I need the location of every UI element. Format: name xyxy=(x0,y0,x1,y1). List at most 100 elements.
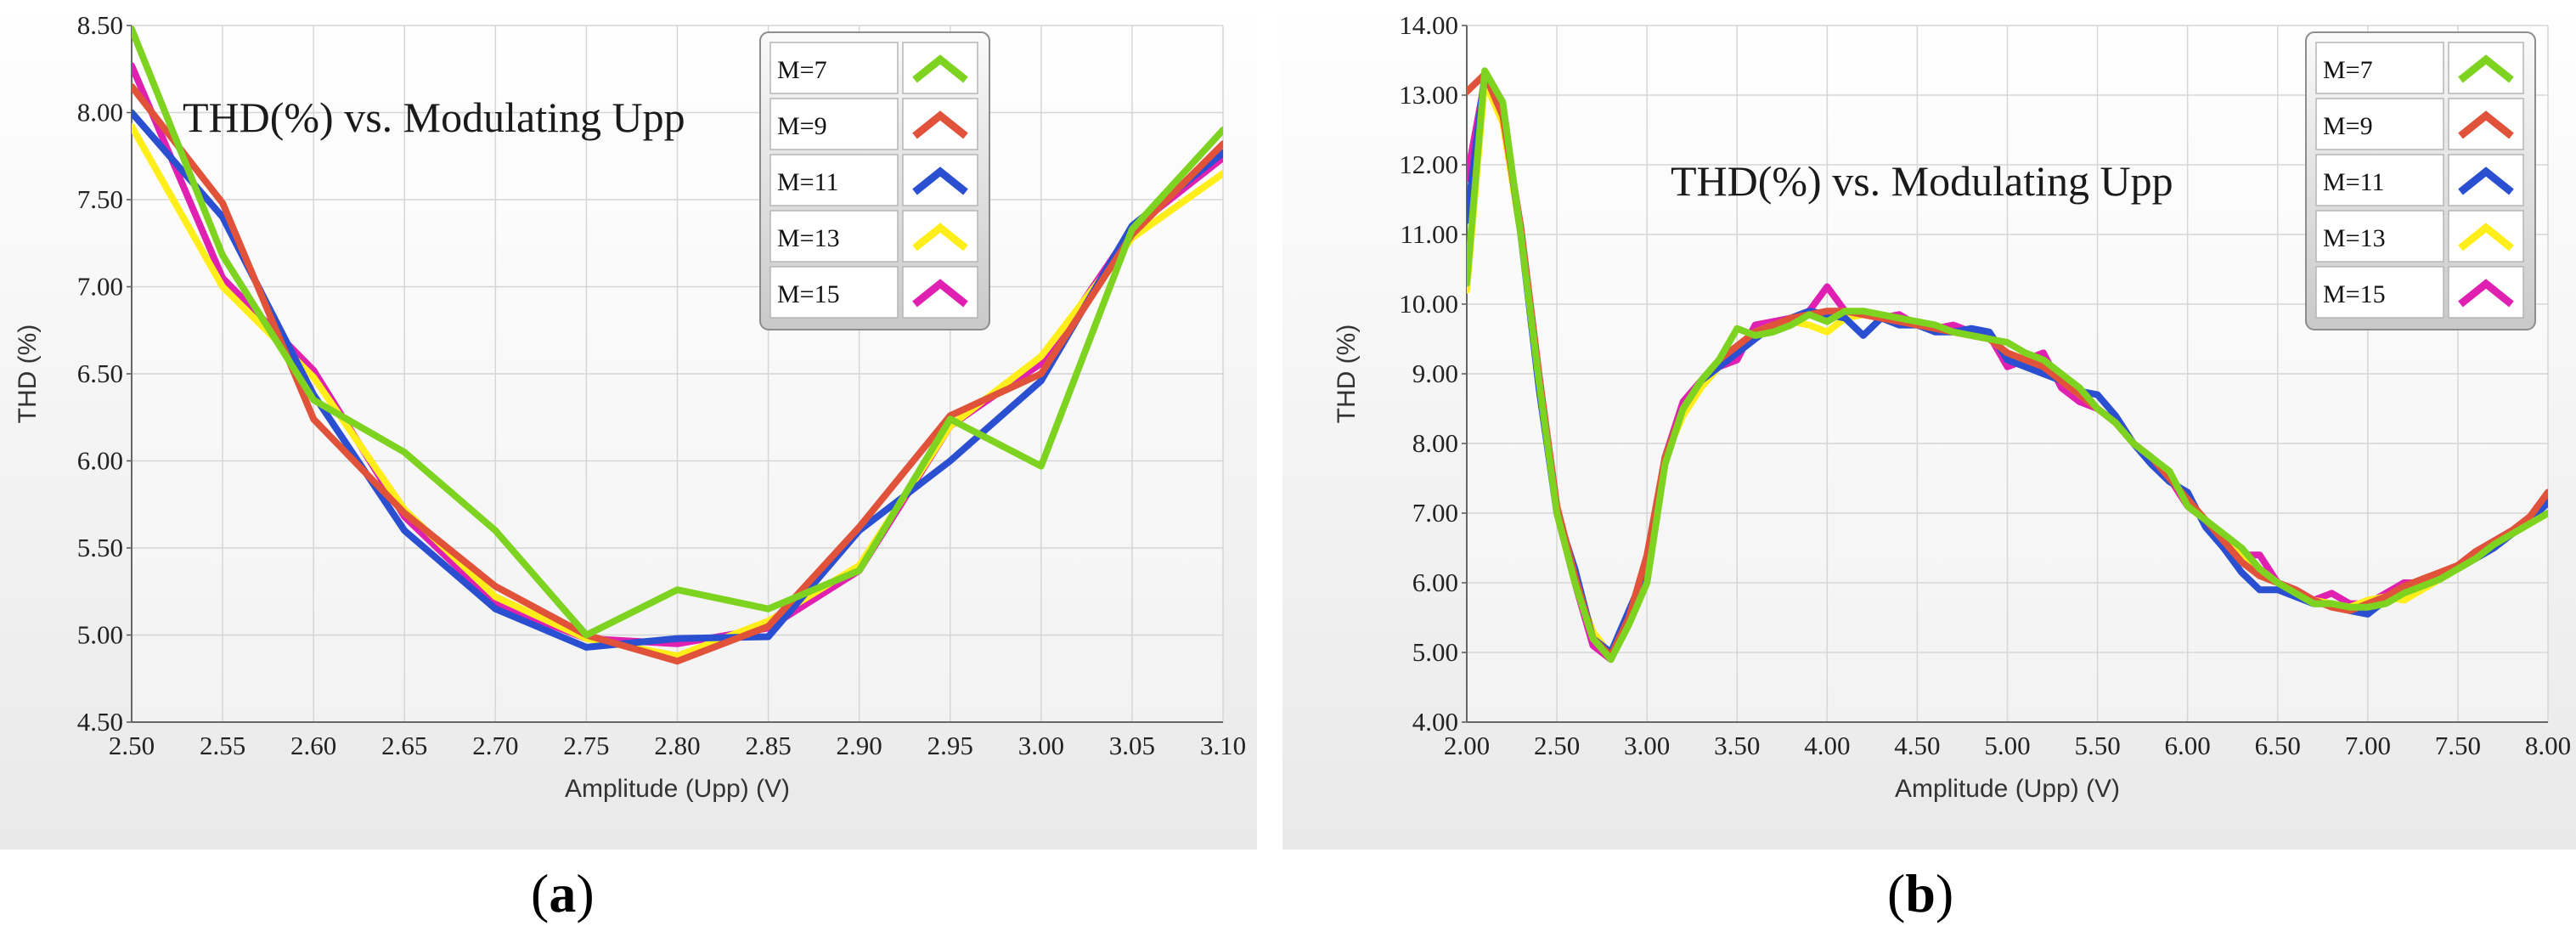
x-tick-label: 2.50 xyxy=(109,731,155,760)
chart-a: 2.50 2.55 2.60 2.65 2.70 2.75 2.80 2.85 2.90 2.95… xyxy=(0,0,1257,850)
legend-label-cell xyxy=(2315,154,2444,206)
legend-swatch xyxy=(2458,167,2514,195)
x-tick-label: 2.95 xyxy=(927,731,973,760)
legend-swatch-cell xyxy=(902,42,978,94)
legend-label: M=7 xyxy=(777,56,827,84)
legend-swatch xyxy=(2458,110,2514,139)
chart-title: THD(%) vs. Modulating Upp xyxy=(183,93,685,141)
x-tick-label: 3.05 xyxy=(1109,731,1155,760)
x-tick-label: 2.70 xyxy=(472,731,518,760)
x-axis-title: Amplitude (Upp) (V) xyxy=(1895,775,2120,803)
y-tick-label: 7.50 xyxy=(77,184,123,214)
y-tick-label: 4.50 xyxy=(77,707,123,737)
legend-swatch-cell xyxy=(902,210,978,263)
series-line-m-7 xyxy=(1467,67,2548,663)
y-tick-label: 6.00 xyxy=(77,446,123,476)
legend-swatch-cell xyxy=(2448,154,2524,206)
y-tick-label: 8.50 xyxy=(77,10,123,40)
series-line-m-7 xyxy=(132,25,1223,639)
legend-swatch xyxy=(912,110,968,139)
x-axis-title: Amplitude (Upp) (V) xyxy=(565,775,790,803)
legend-swatch-cell xyxy=(2448,42,2524,94)
y-tick-label: 5.00 xyxy=(77,620,123,650)
x-tick-label: 2.55 xyxy=(200,731,245,760)
y-tick-label: 8.00 xyxy=(77,98,123,127)
caption-b-letter: b xyxy=(1905,863,1936,923)
legend-label-cell xyxy=(769,42,899,94)
legend-swatch xyxy=(912,167,968,195)
x-tick-label: 8.00 xyxy=(2525,731,2571,760)
legend-swatch xyxy=(2458,279,2514,308)
y-tick-label: 5.00 xyxy=(1412,637,1458,667)
legend-label: M=15 xyxy=(2323,280,2386,308)
legend-label-cell xyxy=(2315,42,2444,94)
chart-panel-b: 2.00 2.50 3.00 3.50 4.00 4.50 5.00 5.50 6.00 6.50… xyxy=(1282,0,2576,850)
series-line-m-9 xyxy=(132,82,1223,665)
y-tick-label: 11.00 xyxy=(1400,219,1458,249)
x-tick-label: 4.00 xyxy=(1804,731,1850,760)
x-tick-label: 6.00 xyxy=(2165,731,2211,760)
legend-swatch-cell xyxy=(902,154,978,206)
chart-panel-a: 2.50 2.55 2.60 2.65 2.70 2.75 2.80 2.85 2.90 2.95… xyxy=(0,0,1257,850)
y-tick-label: 7.00 xyxy=(1412,498,1458,528)
legend-label: M=7 xyxy=(2323,56,2373,84)
legend-label: M=11 xyxy=(2323,168,2384,196)
x-tick-label: 2.75 xyxy=(563,731,609,760)
x-tick-label: 2.00 xyxy=(1444,731,1490,760)
x-tick-label: 4.50 xyxy=(1894,731,1940,760)
x-tick-label: 2.85 xyxy=(745,731,791,760)
y-tick-label: 14.00 xyxy=(1399,10,1458,40)
legend-label-cell xyxy=(2315,210,2444,263)
x-tick-label: 7.50 xyxy=(2435,731,2481,760)
y-tick-label: 12.00 xyxy=(1399,150,1458,179)
legend-label-cell xyxy=(769,210,899,263)
legend-swatch xyxy=(2458,54,2514,83)
y-tick-label: 4.00 xyxy=(1412,707,1458,737)
x-tick-label: 3.00 xyxy=(1624,731,1670,760)
caption-b: (b) xyxy=(1887,863,1954,923)
legend-swatch-cell xyxy=(2448,210,2524,263)
legend-swatch-cell xyxy=(902,98,978,150)
legend-swatch xyxy=(912,279,968,308)
legend-swatch-cell xyxy=(2448,98,2524,150)
chart-title: THD(%) vs. Modulating Upp xyxy=(1671,157,2173,205)
legend-swatch-cell xyxy=(2448,266,2524,319)
x-tick-label: 7.00 xyxy=(2345,731,2391,760)
legend-swatch xyxy=(2458,223,2514,251)
chart-b: 2.00 2.50 3.00 3.50 4.00 4.50 5.00 5.50 6.00 6.50… xyxy=(1282,0,2576,850)
y-tick-label: 8.00 xyxy=(1412,428,1458,458)
x-tick-label: 2.65 xyxy=(381,731,427,760)
y-axis-title: THD (%) xyxy=(14,325,42,424)
series-line-m-13 xyxy=(132,122,1223,660)
legend-swatch xyxy=(912,54,968,83)
y-tick-label: 7.00 xyxy=(77,272,123,302)
series-line-m-9 xyxy=(1467,71,2548,660)
legend-swatch xyxy=(912,223,968,251)
legend-label: M=13 xyxy=(2323,224,2386,252)
y-tick-label: 5.50 xyxy=(77,533,123,562)
x-tick-label: 6.50 xyxy=(2255,731,2301,760)
y-tick-label: 6.00 xyxy=(1412,567,1458,597)
y-axis-title: THD (%) xyxy=(1333,325,1361,424)
x-tick-label: 3.50 xyxy=(1714,731,1760,760)
legend-label-cell xyxy=(769,154,899,206)
y-tick-label: 13.00 xyxy=(1399,80,1458,110)
x-tick-label: 2.80 xyxy=(654,731,700,760)
legend-label-cell xyxy=(2315,98,2444,150)
y-tick-label: 6.50 xyxy=(77,359,123,388)
legend-label: M=9 xyxy=(777,112,827,140)
x-tick-label: 2.60 xyxy=(290,731,336,760)
y-tick-label: 9.00 xyxy=(1412,359,1458,388)
legend-label: M=11 xyxy=(777,168,838,196)
legend-label: M=13 xyxy=(777,224,840,252)
series-line-m-15 xyxy=(132,62,1223,647)
x-tick-label: 3.00 xyxy=(1018,731,1064,760)
caption-a-letter: a xyxy=(549,863,577,923)
x-tick-label: 3.10 xyxy=(1200,731,1246,760)
chart-background xyxy=(0,0,1257,850)
x-tick-label: 5.00 xyxy=(1984,731,2030,760)
legend-label: M=15 xyxy=(777,280,840,308)
legend-label-cell xyxy=(769,266,899,319)
y-tick-label: 10.00 xyxy=(1399,289,1458,319)
x-tick-label: 2.90 xyxy=(837,731,882,760)
